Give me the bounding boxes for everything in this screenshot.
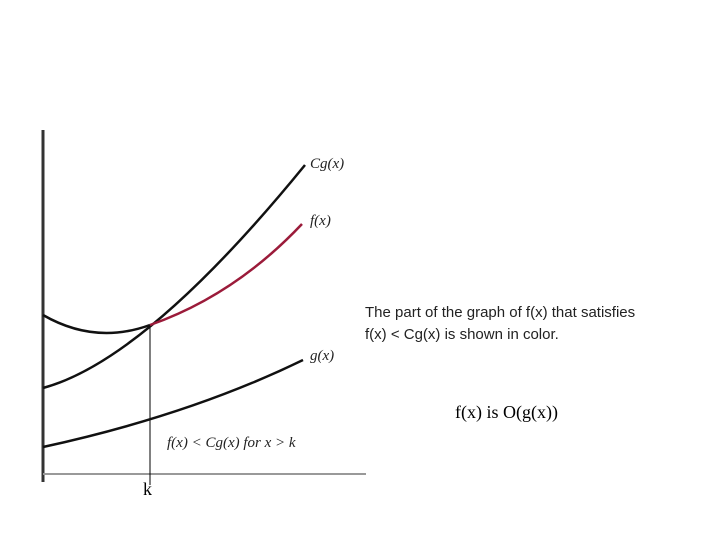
f-curve-colored: [149, 223, 303, 327]
statement: f(x) is O(g(x)): [455, 402, 558, 423]
cg-curve: [42, 164, 306, 390]
caption-line: f(x) < Cg(x) is shown in color.: [365, 326, 559, 343]
k-label: k: [143, 479, 152, 499]
g-curve: [42, 358, 304, 449]
f-curve: [42, 313, 151, 335]
caption-line: The part of the graph of f(x) that satis…: [365, 304, 635, 321]
g-label: g(x): [310, 348, 334, 364]
f-label: f(x): [310, 213, 331, 229]
region-note: f(x) < Cg(x) for x > k: [167, 435, 296, 451]
cg-label: Cg(x): [310, 156, 344, 172]
